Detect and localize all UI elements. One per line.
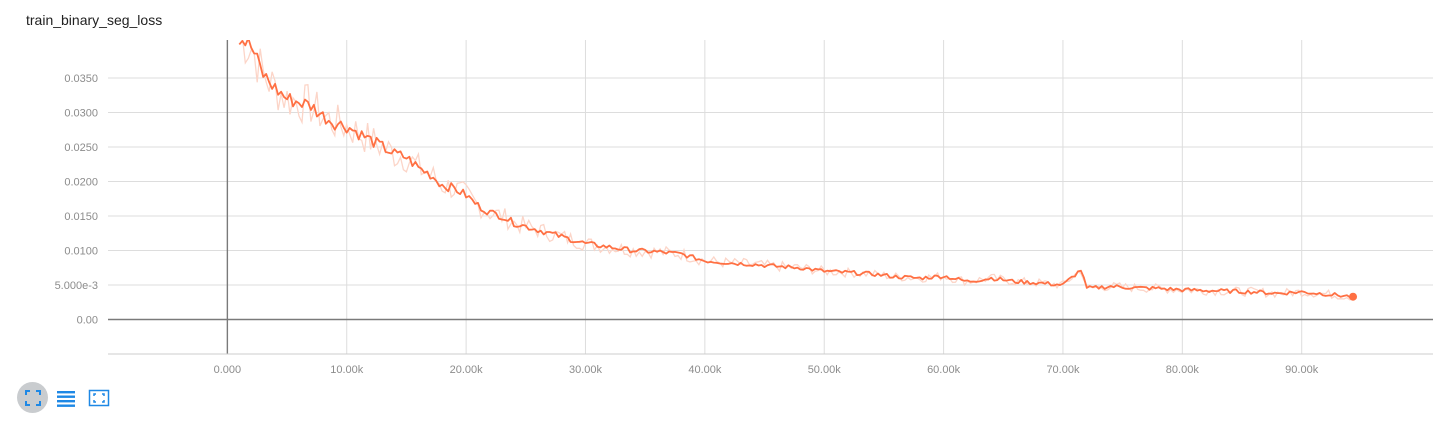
chart-toolbar bbox=[17, 382, 116, 413]
x-tick-label: 60.00k bbox=[927, 364, 961, 376]
toggle-log-scale-button[interactable] bbox=[50, 382, 81, 413]
x-tick-label: 30.00k bbox=[569, 364, 603, 376]
raw-series-line bbox=[242, 40, 1354, 301]
y-tick-label: 0.0200 bbox=[64, 176, 98, 188]
loss-chart: 0.00 5.000e-3 0.0100 0.0150 0.0200 0.0250 0.03… bbox=[55, 40, 1433, 376]
x-tick-label: 40.00k bbox=[688, 364, 722, 376]
x-tick-label: 10.00k bbox=[330, 364, 364, 376]
fullscreen-icon bbox=[24, 389, 41, 406]
smoothed-series-line bbox=[238, 40, 1354, 299]
fit-domain-icon bbox=[88, 389, 109, 406]
y-tick-label: 5.000e-3 bbox=[55, 280, 98, 292]
grid-lines bbox=[108, 40, 1433, 354]
list-icon bbox=[56, 390, 75, 407]
x-tick-label: 90.00k bbox=[1285, 364, 1319, 376]
smoothed-series bbox=[238, 40, 1358, 301]
tick-labels: 0.00 5.000e-3 0.0100 0.0150 0.0200 0.0250 0.03… bbox=[55, 73, 1319, 376]
last-point-marker bbox=[1349, 292, 1358, 301]
x-tick-label: 80.00k bbox=[1166, 364, 1200, 376]
axes bbox=[108, 40, 1433, 355]
y-tick-label: 0.0300 bbox=[64, 107, 98, 119]
y-tick-label: 0.0350 bbox=[64, 73, 98, 85]
x-tick-label: 50.00k bbox=[808, 364, 842, 376]
x-tick-label: 70.00k bbox=[1046, 364, 1080, 376]
y-tick-label: 0.0250 bbox=[64, 142, 98, 154]
fit-domain-button[interactable] bbox=[83, 382, 114, 413]
x-tick-label: 20.00k bbox=[450, 364, 484, 376]
raw-series bbox=[242, 40, 1354, 301]
y-tick-label: 0.00 bbox=[77, 314, 98, 326]
y-tick-label: 0.0150 bbox=[64, 211, 98, 223]
y-tick-label: 0.0100 bbox=[64, 245, 98, 257]
x-tick-label: 0.000 bbox=[214, 364, 242, 376]
fullscreen-button[interactable] bbox=[17, 382, 48, 413]
chart-title: train_binary_seg_loss bbox=[26, 12, 163, 28]
